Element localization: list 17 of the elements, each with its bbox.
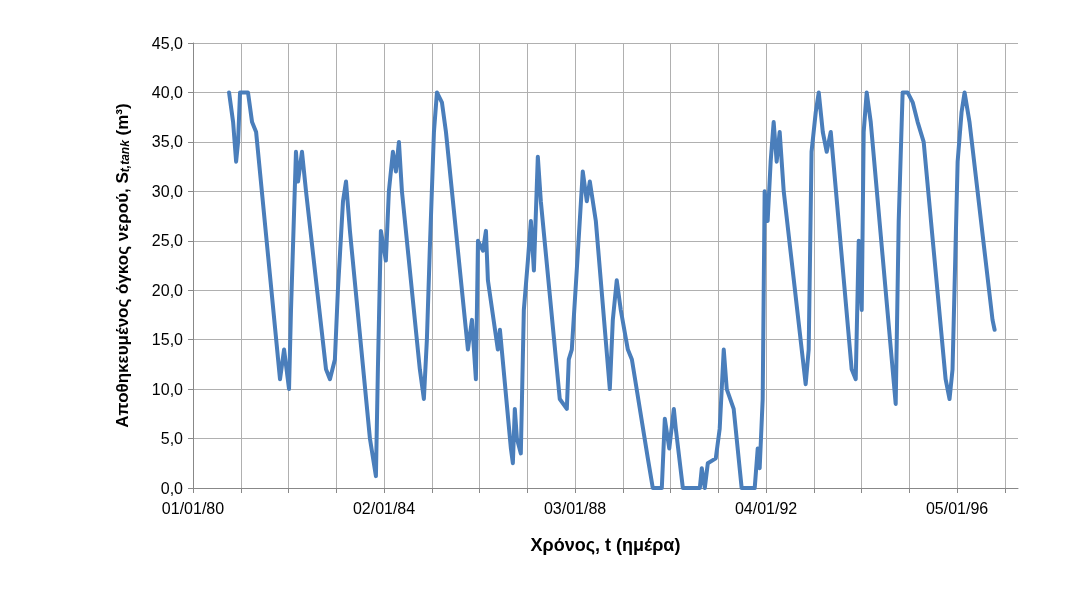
y-tick-label: 30,0 bbox=[151, 182, 184, 200]
y-tick-label: 5,0 bbox=[160, 430, 184, 448]
y-tick-label: 45,0 bbox=[151, 34, 184, 52]
y-tick-label: 20,0 bbox=[151, 281, 184, 299]
y-tick-label: 10,0 bbox=[151, 380, 184, 398]
line-series bbox=[227, 90, 997, 490]
y-tick-label: 15,0 bbox=[151, 331, 184, 349]
y-tick-label: 25,0 bbox=[151, 232, 184, 250]
x-tick-label: 05/01/96 bbox=[925, 499, 989, 517]
y-tick-label: 35,0 bbox=[151, 133, 184, 151]
y-tick-label: 40,0 bbox=[151, 83, 184, 101]
x-tick-label: 02/01/84 bbox=[352, 499, 416, 517]
y-tick-label: 0,0 bbox=[160, 479, 184, 497]
x-tick-label: 03/01/88 bbox=[543, 499, 607, 517]
x-tick-label: 04/01/92 bbox=[734, 499, 798, 517]
x-axis-title: Χρόνος, t (ημέρα) bbox=[530, 535, 681, 555]
x-tick-label: 01/01/80 bbox=[161, 499, 225, 517]
